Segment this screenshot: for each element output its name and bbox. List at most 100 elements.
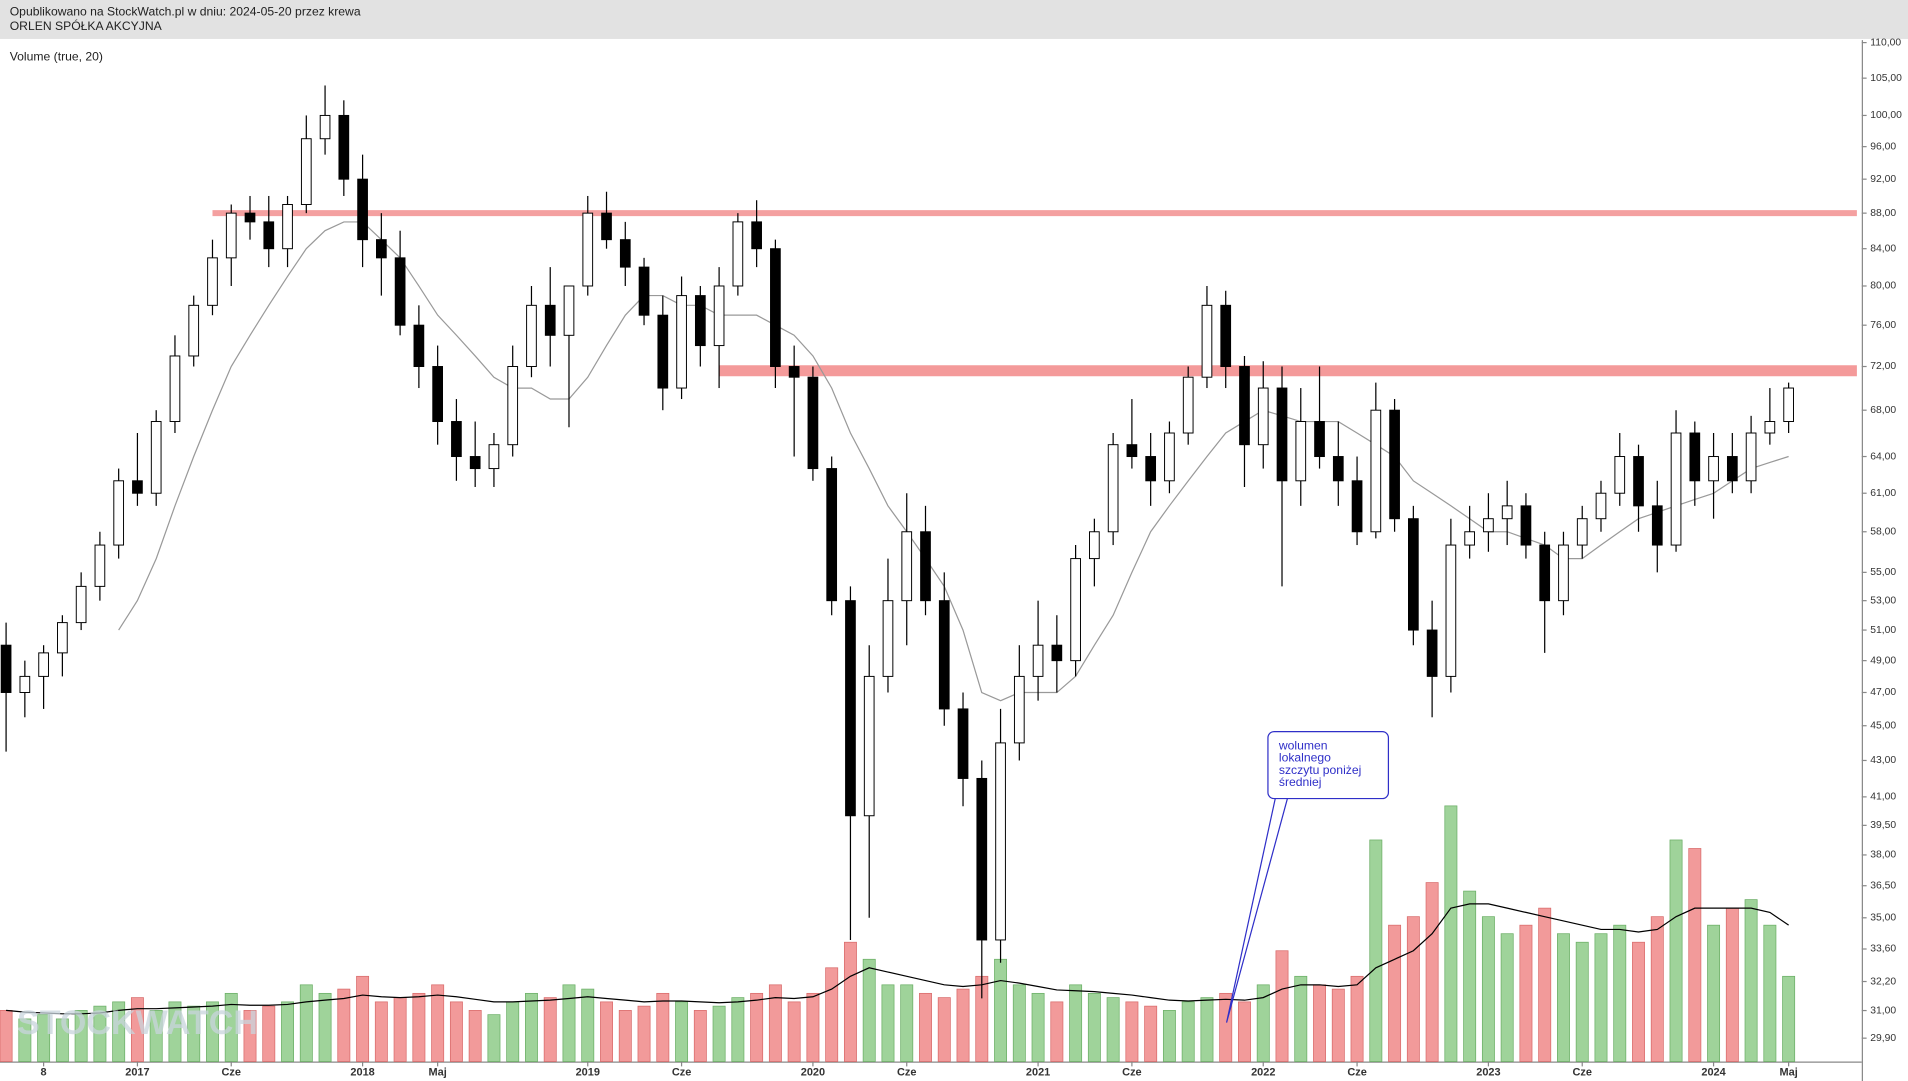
volume-bar [1162, 1010, 1176, 1062]
volume-bar [299, 984, 313, 1062]
candle-body [1708, 456, 1719, 482]
candle-body [826, 468, 838, 602]
x-tick-label: 2020 [801, 1066, 825, 1078]
volume-bar [787, 1001, 801, 1062]
candle-body [1464, 531, 1476, 546]
candle-body [451, 421, 462, 458]
candle-body [57, 622, 68, 654]
y-tick-label: 55,00 [1870, 567, 1896, 578]
volume-bar [506, 1001, 520, 1062]
candle-body [544, 304, 556, 336]
candle-body [807, 376, 819, 470]
volume-bar [581, 988, 595, 1062]
y-tick-label: 49,00 [1870, 655, 1896, 666]
candle-body [1051, 644, 1063, 662]
candle-body [732, 221, 744, 287]
volume-bar [1181, 1001, 1195, 1062]
annotation-pointer [1225, 798, 1289, 1023]
candle-body [1332, 456, 1344, 482]
x-tick-label: 2017 [125, 1066, 149, 1078]
candle-body [1670, 432, 1682, 546]
volume-bar [1669, 839, 1683, 1062]
candle-body [976, 777, 988, 941]
volume-bar [74, 1010, 88, 1062]
candle-body [713, 285, 725, 347]
y-tick-label: 38,00 [1870, 850, 1896, 861]
volume-bar [768, 984, 782, 1062]
volume-bar [1425, 882, 1439, 1062]
candle-body [638, 266, 650, 316]
candle-body [563, 285, 575, 336]
volume-bar [112, 1001, 126, 1062]
volume-bar [262, 1005, 276, 1062]
y-tick-label: 33,60 [1870, 944, 1896, 955]
candle-body [1314, 421, 1325, 458]
candle-body [694, 295, 706, 347]
volume-bar [1200, 997, 1214, 1062]
candle-body [1389, 409, 1400, 520]
y-tick-label: 96,00 [1870, 141, 1896, 152]
candle-body [207, 257, 218, 306]
volume-bar [825, 967, 839, 1062]
x-tick-label: 2024 [1701, 1066, 1726, 1078]
candle-body [1089, 531, 1100, 560]
y-tick-label: 110,00 [1870, 37, 1901, 48]
candle-body [1633, 456, 1644, 507]
volume-bar [675, 1001, 689, 1062]
candle-body [770, 248, 781, 367]
annotation-text: wolumen [1278, 738, 1328, 752]
volume-bar [562, 984, 576, 1062]
volume-bar [1444, 805, 1458, 1062]
candle-body [1257, 387, 1269, 446]
annotation: wolumen lokalnego szczytu poniżej średni… [1225, 731, 1390, 1023]
watermark: STOCKWATCH [17, 1004, 258, 1042]
volume-bar [1557, 933, 1570, 1062]
volume-bar [1050, 1001, 1064, 1062]
volume-bar [1519, 924, 1533, 1062]
candle-body [657, 314, 669, 389]
candle-body [413, 324, 425, 367]
volume-bar [637, 1005, 651, 1062]
candle-body [1576, 518, 1588, 546]
x-tick-label: Maj [429, 1066, 447, 1078]
candle-body [282, 204, 293, 250]
x-tick-label: 2018 [350, 1066, 374, 1078]
price-ma-line [118, 221, 1789, 702]
candle-body [751, 221, 762, 250]
candle-body [788, 366, 800, 378]
x-tick-label: Cze [672, 1066, 691, 1078]
volume-bar [1782, 975, 1796, 1062]
candle-body [357, 178, 368, 241]
candle-body [1558, 544, 1569, 602]
candle-body [1351, 480, 1363, 533]
annotation-text: szczytu poniżej [1279, 763, 1361, 777]
volume-bar [1650, 916, 1664, 1062]
candle-body [1408, 518, 1419, 631]
volume-bar [243, 1010, 257, 1062]
candle-body [957, 708, 969, 779]
volume-bar [862, 958, 876, 1062]
candle-body [995, 742, 1006, 941]
volume-bar [1613, 924, 1627, 1062]
y-tick-label: 100,00 [1870, 110, 1902, 121]
volume-bar [525, 992, 538, 1062]
candle-body [1745, 432, 1757, 482]
y-tick-label: 64,00 [1870, 451, 1896, 462]
volume-bar [1369, 839, 1383, 1062]
header-text: Opublikowano na StockWatch.pl w dniu: 20… [10, 4, 361, 18]
candle-body [920, 531, 931, 602]
candle-body [1164, 432, 1175, 482]
candle-body [1032, 644, 1044, 677]
volume-bar [1331, 988, 1345, 1062]
y-tick-label: 41,00 [1870, 792, 1896, 803]
volume-bar [393, 997, 407, 1062]
candle-body [845, 600, 856, 817]
volume-bar [543, 997, 557, 1062]
candle-body [601, 212, 612, 241]
volume-bar [356, 975, 370, 1062]
candle-body [1013, 675, 1025, 744]
y-tick-label: 84,00 [1870, 243, 1896, 254]
volume-bar [468, 1010, 482, 1062]
volume-bar [1031, 992, 1045, 1062]
y-tick-label: 76,00 [1870, 320, 1896, 331]
